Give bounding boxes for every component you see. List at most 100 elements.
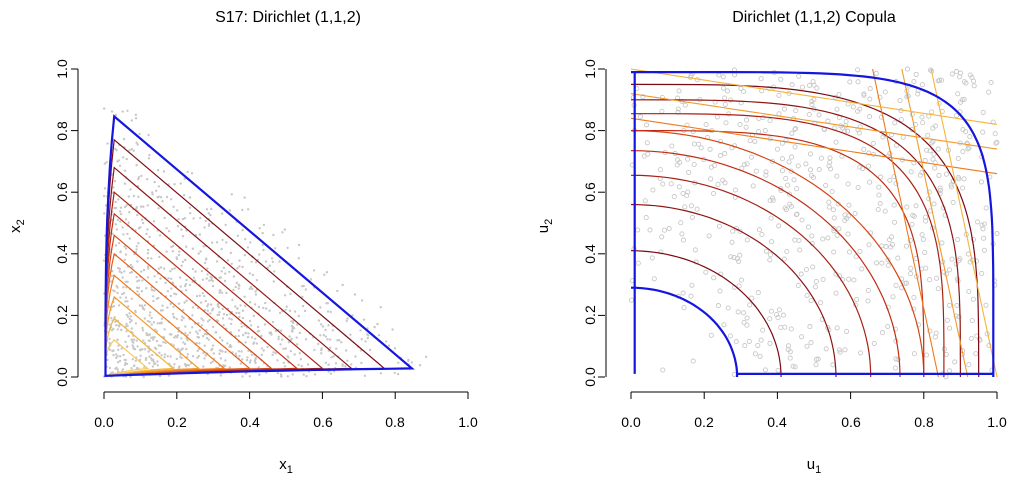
x-tick-label: 0.2 <box>167 414 187 430</box>
data-point <box>741 319 747 326</box>
data-point <box>132 149 135 152</box>
data-point <box>116 291 119 295</box>
data-point <box>112 354 115 357</box>
data-point <box>674 162 680 168</box>
data-point <box>935 286 941 292</box>
data-point <box>836 226 842 232</box>
data-point <box>637 114 643 120</box>
x-tick-label: 0.8 <box>914 414 934 430</box>
data-point <box>242 333 245 337</box>
data-point <box>845 128 851 134</box>
data-point <box>641 153 647 159</box>
data-point <box>679 231 685 237</box>
data-point <box>237 283 240 286</box>
data-point <box>890 294 896 300</box>
data-point <box>298 352 301 355</box>
data-point <box>779 168 786 174</box>
data-point <box>909 126 915 132</box>
data-point <box>943 351 949 357</box>
data-point <box>628 297 635 303</box>
data-point <box>128 237 131 240</box>
data-point <box>917 172 923 178</box>
data-point <box>243 295 246 298</box>
data-point <box>159 277 162 280</box>
data-point <box>781 106 787 112</box>
data-point <box>790 363 796 369</box>
data-point <box>313 373 317 376</box>
data-point <box>886 237 893 243</box>
data-point <box>816 112 822 118</box>
data-point <box>126 109 129 113</box>
data-point <box>685 189 691 195</box>
data-point <box>252 314 256 318</box>
data-point <box>206 320 210 323</box>
data-point <box>189 211 192 215</box>
data-point <box>115 356 118 360</box>
data-point <box>676 88 682 94</box>
data-point <box>115 228 119 231</box>
data-point <box>645 151 651 157</box>
data-point <box>225 241 228 244</box>
data-point <box>804 292 810 298</box>
data-point <box>716 72 722 78</box>
data-point <box>258 253 261 256</box>
data-point <box>208 318 211 322</box>
data-point <box>229 322 233 326</box>
data-point <box>238 259 241 262</box>
data-point <box>141 329 145 332</box>
data-point <box>185 348 188 351</box>
data-point <box>112 289 115 292</box>
data-point <box>174 293 178 296</box>
data-point <box>788 326 794 332</box>
data-point <box>753 168 759 174</box>
data-point <box>228 345 231 348</box>
data-point <box>993 140 999 146</box>
data-point <box>172 305 175 308</box>
data-point <box>773 311 780 318</box>
data-point <box>223 279 227 283</box>
data-point <box>131 344 134 347</box>
data-point <box>983 302 989 308</box>
data-point <box>271 260 274 263</box>
data-point <box>203 332 207 336</box>
data-point <box>932 165 938 171</box>
data-point <box>179 355 182 358</box>
data-point <box>826 163 832 169</box>
data-point <box>254 337 257 340</box>
data-point <box>892 365 898 371</box>
data-point <box>262 349 265 352</box>
data-point <box>898 117 904 123</box>
data-point <box>136 213 139 217</box>
data-point <box>732 72 738 78</box>
data-point <box>944 317 950 323</box>
data-point <box>198 233 202 236</box>
data-point <box>238 265 241 268</box>
contour-line <box>630 83 980 378</box>
data-point <box>159 266 163 269</box>
data-point <box>237 287 240 290</box>
data-point <box>124 218 128 221</box>
data-point <box>346 317 349 320</box>
data-point <box>298 331 302 335</box>
data-point <box>659 108 665 114</box>
data-point <box>127 335 130 338</box>
data-point <box>142 205 145 208</box>
data-point <box>892 219 898 225</box>
data-point <box>258 373 261 376</box>
data-point <box>116 368 119 371</box>
data-point <box>301 295 304 299</box>
data-point <box>239 362 243 365</box>
data-point <box>742 343 748 349</box>
data-point <box>763 169 769 175</box>
data-point <box>196 332 199 335</box>
data-point <box>228 270 231 274</box>
data-point <box>197 252 200 255</box>
data-point <box>675 106 681 112</box>
data-point <box>173 316 176 319</box>
data-point <box>171 250 174 253</box>
data-point <box>254 361 257 365</box>
data-point <box>244 304 247 308</box>
data-point <box>230 262 233 265</box>
data-point <box>209 361 212 365</box>
data-point <box>153 180 156 184</box>
